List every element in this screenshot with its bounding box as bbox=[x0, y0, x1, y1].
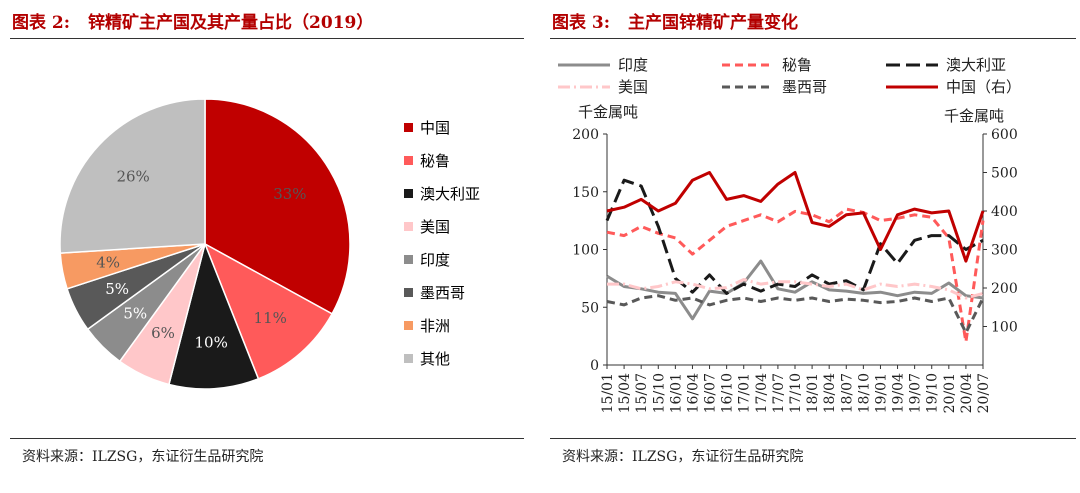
left-figure-title: 图表 2: 锌精矿主产国及其产量占比（2019） bbox=[12, 8, 373, 33]
x-tick-label-9: 17/04 bbox=[754, 373, 770, 413]
x-tick-label-14: 18/07 bbox=[839, 373, 855, 413]
pie-legend-swatch-0 bbox=[404, 123, 413, 132]
right-top-rule bbox=[550, 38, 1076, 39]
series-line-3 bbox=[607, 278, 984, 300]
x-tick-label-15: 18/10 bbox=[856, 373, 872, 413]
legend-label-4: 墨西哥 bbox=[782, 78, 827, 96]
pie-slice-0 bbox=[204, 98, 351, 315]
x-tick-label-3: 15/10 bbox=[651, 373, 667, 413]
pie-legend-label-3: 美国 bbox=[420, 218, 450, 236]
x-tick-label-19: 19/10 bbox=[925, 373, 941, 413]
x-tick-label-10: 17/07 bbox=[771, 373, 787, 413]
y-right-tick-label-0: 100 bbox=[991, 320, 1018, 336]
pie-legend-label-6: 非洲 bbox=[420, 317, 450, 335]
series-line-0 bbox=[606, 259, 984, 321]
pie-legend-swatch-5 bbox=[404, 288, 413, 297]
x-tick-label-5: 16/04 bbox=[685, 373, 701, 413]
pie-legend-swatch-6 bbox=[404, 321, 413, 330]
x-tick-label-0: 15/01 bbox=[600, 373, 616, 413]
y-right-tick-label-5: 600 bbox=[991, 127, 1018, 143]
x-tick-label-22: 20/07 bbox=[976, 373, 992, 413]
right-bottom-rule bbox=[550, 438, 1076, 439]
y-left-tick-label-2: 100 bbox=[572, 243, 599, 259]
pie-slice-label-1: 11% bbox=[254, 309, 287, 327]
pie-slice-label-0: 33% bbox=[273, 185, 306, 203]
pie-legend-swatch-1 bbox=[404, 156, 413, 165]
x-tick-label-6: 16/07 bbox=[703, 373, 719, 413]
pie-legend-label-7: 其他 bbox=[420, 350, 450, 368]
pie-legend-label-5: 墨西哥 bbox=[420, 284, 465, 302]
pie-slice-2 bbox=[168, 241, 260, 390]
y-left-axis-title: 千金属吨 bbox=[578, 103, 638, 121]
line-chart: 0 50 100 150 200 100 200 300 400 500 600 千金属吨 千金属吨 15… bbox=[558, 56, 1021, 413]
x-tick-label-18: 19/07 bbox=[908, 373, 924, 413]
x-tick-label-1: 15/04 bbox=[617, 373, 633, 413]
right-source-note: 资料来源：ILZSG，东证衍生品研究院 bbox=[562, 449, 804, 465]
y-right-tick-label-2: 300 bbox=[991, 243, 1018, 259]
series-line-5 bbox=[606, 171, 985, 263]
pie-legend-swatch-3 bbox=[404, 222, 413, 231]
x-tick-label-7: 16/10 bbox=[720, 373, 736, 413]
left-figure-caption: 锌精矿主产国及其产量占比（2019） bbox=[88, 13, 374, 33]
pie-slice-label-3: 6% bbox=[151, 324, 175, 342]
left-figure-panel: 图表 2: 锌精矿主产国及其产量占比（2019） 33% 11% 10% 6% 5% 5% 4… bbox=[0, 0, 528, 493]
pie-legend-label-1: 秘鲁 bbox=[420, 152, 450, 170]
pie-slice-label-5: 5% bbox=[105, 280, 129, 298]
pie-legend-swatch-7 bbox=[404, 354, 413, 363]
right-figure-title: 图表 3: 主产国锌精矿产量变化 bbox=[552, 8, 798, 33]
y-left-tick-label-3: 150 bbox=[572, 185, 599, 201]
x-tick-label-8: 17/01 bbox=[737, 373, 753, 413]
right-figure-number: 图表 3: bbox=[552, 13, 611, 33]
y-left-tick-label-0: 0 bbox=[590, 358, 599, 374]
legend-label-3: 美国 bbox=[618, 78, 648, 96]
legend-label-1: 秘鲁 bbox=[782, 56, 812, 74]
y-right-axis-title: 千金属吨 bbox=[944, 107, 1004, 125]
pie-slice-label-6: 4% bbox=[96, 253, 120, 271]
pie-legend-swatch-2 bbox=[404, 189, 413, 198]
legend-label-5: 中国（右） bbox=[946, 78, 1021, 96]
y-right-tick-label-4: 500 bbox=[991, 166, 1018, 182]
right-figure-panel: 图表 3: 主产国锌精矿产量变化 0 50 100 150 200 100 200 300 400… bbox=[540, 0, 1080, 493]
right-figure-caption: 主产国锌精矿产量变化 bbox=[628, 13, 799, 33]
left-figure-number: 图表 2: bbox=[12, 13, 71, 33]
x-tick-label-4: 16/01 bbox=[668, 373, 684, 413]
x-tick-label-11: 17/10 bbox=[788, 373, 804, 413]
legend-label-0: 印度 bbox=[618, 56, 648, 74]
x-tick-label-21: 20/04 bbox=[959, 373, 975, 413]
y-right-tick-label-1: 200 bbox=[991, 281, 1018, 297]
left-source-note: 资料来源：ILZSG，东证衍生品研究院 bbox=[22, 449, 264, 465]
legend-label-2: 澳大利亚 bbox=[946, 56, 1006, 74]
pie-legend-label-0: 中国 bbox=[420, 119, 450, 137]
pie-slice-label-7: 26% bbox=[116, 168, 149, 186]
y-left-tick-label-4: 200 bbox=[572, 127, 599, 143]
x-tick-label-13: 18/04 bbox=[822, 373, 838, 413]
series-line-4 bbox=[606, 294, 985, 335]
y-left-tick-label-1: 50 bbox=[581, 300, 599, 316]
x-tick-label-12: 18/01 bbox=[805, 373, 821, 413]
x-tick-label-16: 19/01 bbox=[873, 373, 889, 413]
left-bottom-rule bbox=[10, 438, 524, 439]
pie-slice-7 bbox=[59, 98, 206, 254]
left-top-rule bbox=[10, 38, 524, 39]
pie-legend-label-2: 澳大利亚 bbox=[420, 185, 480, 203]
x-tick-label-2: 15/07 bbox=[634, 373, 650, 413]
series-line-1 bbox=[606, 207, 985, 344]
x-tick-label-17: 19/04 bbox=[891, 373, 907, 413]
pie-slice-label-4: 5% bbox=[123, 305, 147, 323]
pie-legend-label-4: 印度 bbox=[420, 251, 450, 269]
pie-legend-swatch-4 bbox=[404, 255, 413, 264]
x-tick-label-20: 20/01 bbox=[942, 373, 958, 413]
pie-slice-1 bbox=[203, 242, 334, 380]
y-right-tick-label-3: 400 bbox=[991, 204, 1018, 220]
series-line-2 bbox=[605, 178, 984, 295]
pie-slice-label-2: 10% bbox=[195, 333, 228, 351]
